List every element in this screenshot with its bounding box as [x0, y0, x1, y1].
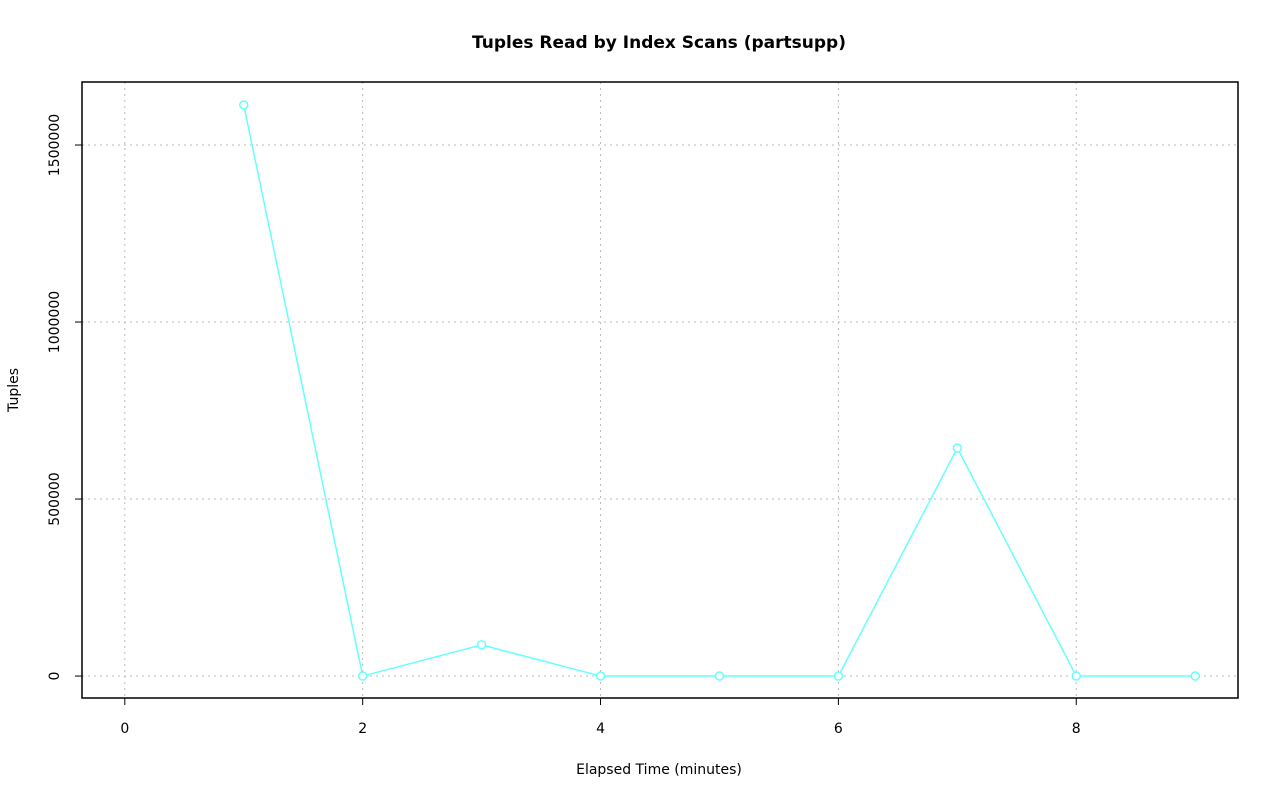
x-axis-label: Elapsed Time (minutes) [576, 762, 742, 778]
point [1190, 671, 1200, 681]
x-tick-label: 0 [120, 721, 129, 737]
chart-title: Tuples Read by Index Scans (partsupp) [472, 33, 846, 53]
point [238, 100, 249, 110]
point [952, 443, 963, 453]
x-tick-label: 6 [834, 721, 843, 737]
plot-frame [81, 81, 1239, 699]
x-tick-label: 4 [596, 721, 605, 737]
point [1071, 671, 1082, 681]
y-tick-label: 1000000 [47, 291, 63, 353]
x-tick-label: 2 [358, 721, 367, 737]
point [595, 671, 606, 681]
point [476, 640, 487, 650]
y-tick-label: 500000 [47, 472, 63, 525]
point [714, 671, 725, 681]
point [833, 671, 844, 681]
y-axis-label: Tuples [6, 368, 22, 413]
point [357, 671, 368, 681]
x-tick-label: 8 [1072, 721, 1081, 737]
y-tick-label: 1500000 [47, 114, 63, 176]
y-tick-label: 0 [47, 672, 63, 681]
